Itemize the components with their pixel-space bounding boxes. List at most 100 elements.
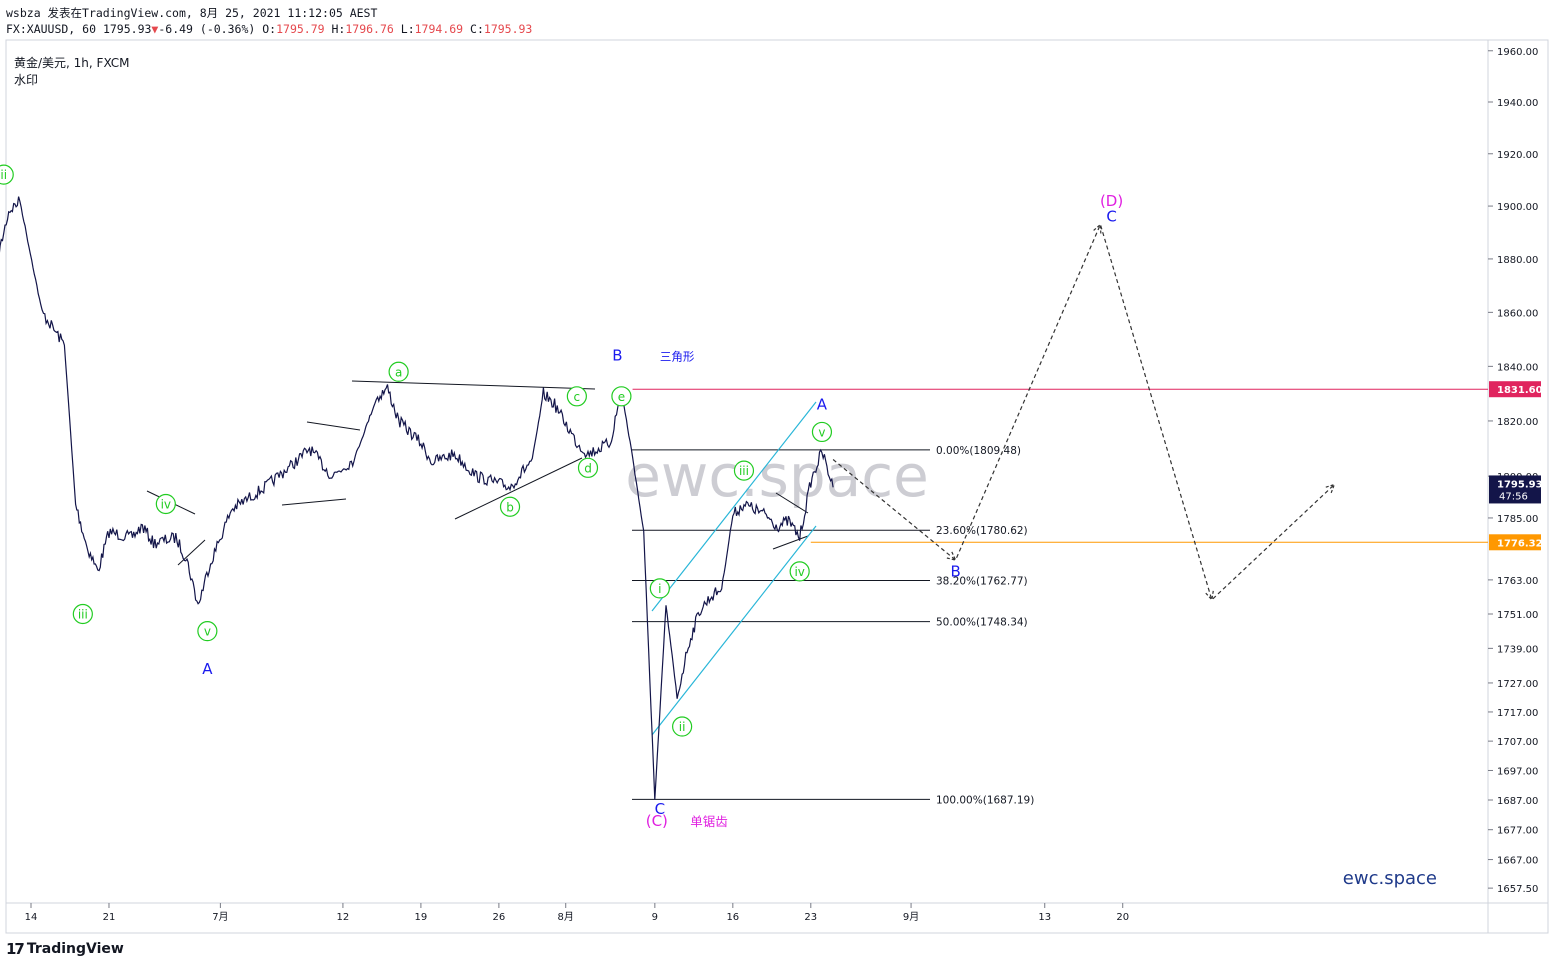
instrument-title: 黄金/美元, 1h, FXCM — [14, 55, 130, 70]
price-series-line — [0, 196, 834, 800]
time-tick-label: 23 — [804, 912, 817, 923]
wave-label-circle — [789, 561, 810, 582]
open-label: O: — [262, 22, 277, 36]
triangle-upper-line[interactable] — [351, 380, 596, 390]
trendline[interactable] — [306, 421, 361, 431]
price-tag-label: 1831.60 — [1497, 385, 1543, 396]
wave-label: b — [506, 500, 514, 514]
wave-label: v — [204, 625, 211, 639]
trendline[interactable] — [177, 539, 206, 566]
wave-label: ii — [0, 168, 7, 182]
wave-label: C — [1106, 208, 1116, 226]
trendline[interactable] — [281, 498, 347, 506]
wave-label-circle — [611, 386, 632, 407]
price-axis[interactable]: 1960.00 1940.00 1920.00 1900.00 1880.00 1860.… — [1488, 47, 1538, 895]
wave-label: A — [817, 396, 828, 414]
channel-lower-line[interactable] — [651, 525, 817, 736]
close-label: C: — [470, 22, 484, 36]
chart-header: wsbza 发表在TradingView.com, 8月 25, 2021 11… — [6, 5, 532, 37]
price-tick-label: 1763.00 — [1497, 576, 1538, 587]
time-tick-label: 14 — [25, 912, 38, 923]
wave-label: A — [202, 660, 213, 678]
time-tick-label: 9 — [652, 912, 658, 923]
price-tick-label: 1727.00 — [1497, 679, 1538, 690]
brand-text: ewc.space — [1343, 868, 1437, 889]
triangle-lower-line[interactable] — [454, 457, 583, 520]
wave-label-circle — [388, 361, 409, 382]
time-tick-label: 8月 — [558, 911, 574, 923]
center-watermark: ewc.space — [625, 442, 929, 510]
time-tick-label: 20 — [1116, 912, 1129, 923]
low-label: L: — [400, 22, 415, 36]
price-tick-label: 1657.50 — [1497, 884, 1538, 895]
wave-label: B — [612, 347, 622, 365]
price-tick-label: 1880.00 — [1497, 255, 1538, 266]
price-tick-label: 1785.00 — [1497, 514, 1538, 525]
price-change: -6.49 (-0.36%) — [158, 22, 256, 36]
symbol-interval[interactable]: FX:XAUUSD, 60 — [6, 22, 97, 36]
wave-label-circle — [566, 386, 587, 407]
arrowhead — [946, 551, 957, 561]
fib-level-label: 50.00%(1748.34) — [936, 617, 1028, 629]
countdown-label: 47:56 — [1499, 491, 1528, 502]
fib-level-label: 23.60%(1780.62) — [936, 525, 1028, 537]
time-tick-label: 26 — [493, 912, 506, 923]
price-channel[interactable] — [651, 401, 817, 736]
fib-level-label: 38.20%(1762.77) — [936, 576, 1028, 588]
wave-label-circle — [811, 421, 833, 443]
time-tick-label: 9月 — [903, 911, 919, 923]
price-tag-label: 1776.32 — [1497, 538, 1543, 549]
projection-path[interactable] — [832, 222, 1335, 601]
price-tick-label: 1707.00 — [1497, 737, 1538, 748]
wave-label-circle — [197, 621, 218, 642]
time-tick-label: 16 — [726, 912, 739, 923]
wave-label-circle — [0, 164, 14, 185]
wave-label: iv — [794, 565, 804, 579]
ohlc-row: FX:XAUUSD, 60 1795.93▼-6.49 (-0.36%) O:1… — [6, 21, 532, 37]
time-tick-label: 13 — [1038, 912, 1051, 923]
fib-level-label: 100.00%(1687.19) — [936, 794, 1034, 806]
publish-info: wsbza 发表在TradingView.com, 8月 25, 2021 11… — [6, 6, 378, 20]
tradingview-logo[interactable]: 17 TradingView — [6, 940, 124, 958]
wave-label: e — [618, 390, 625, 404]
price-tick-label: 1940.00 — [1497, 98, 1538, 109]
time-tick-label: 21 — [103, 912, 116, 923]
wave-label: iii — [78, 608, 88, 622]
price-tag-bg — [1489, 534, 1541, 551]
trendline[interactable] — [775, 492, 809, 514]
open-value: 1795.79 — [276, 22, 325, 36]
low-value: 1794.69 — [414, 22, 464, 36]
wave-label: ii — [679, 720, 686, 734]
last-price-tag-bg — [1489, 475, 1541, 504]
price-tick-label: 1677.00 — [1497, 826, 1538, 837]
time-tick-label: 7月 — [212, 911, 228, 923]
arrowhead — [1325, 483, 1336, 494]
wave-label: iv — [161, 497, 171, 511]
price-tick-label: 1687.00 — [1497, 796, 1538, 807]
wave-label: c — [574, 390, 581, 404]
fib-level-label: 0.00%(1809.48) — [936, 445, 1021, 457]
projection-arrowheads — [946, 223, 1336, 602]
tradingview-logo-text: TradingView — [26, 941, 124, 957]
high-label: H: — [331, 22, 346, 36]
price-tick-label: 1697.00 — [1497, 766, 1538, 777]
wave-label: v — [818, 425, 825, 439]
high-value: 1796.76 — [345, 22, 394, 36]
wave-label: i — [658, 582, 661, 596]
price-tick-label: 1960.00 — [1497, 47, 1538, 58]
wave-label-circle — [733, 460, 755, 481]
time-axis[interactable]: 14 21 7月 12 19 26 8月 9 16 23 9月 13 20 — [25, 903, 1129, 923]
watermark-indicator-label: 水印 — [14, 73, 38, 87]
down-arrow-icon: ▼ — [151, 22, 159, 36]
wave-label: B — [950, 562, 960, 580]
wave-label-circle — [499, 496, 521, 517]
trendline[interactable] — [772, 535, 809, 550]
wave-label: (D) — [1100, 192, 1123, 210]
price-tick-label: 1667.00 — [1497, 856, 1538, 867]
price-tick-label: 1751.00 — [1497, 610, 1538, 621]
channel-upper-line[interactable] — [651, 401, 817, 612]
wave-label: 单锯齿 — [690, 814, 728, 829]
wave-label: iii — [739, 464, 749, 478]
